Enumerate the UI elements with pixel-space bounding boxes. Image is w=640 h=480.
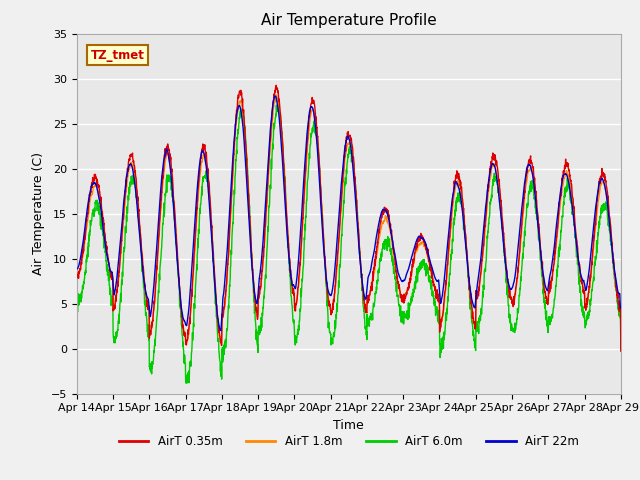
- X-axis label: Time: Time: [333, 419, 364, 432]
- Legend: AirT 0.35m, AirT 1.8m, AirT 6.0m, AirT 22m: AirT 0.35m, AirT 1.8m, AirT 6.0m, AirT 2…: [114, 430, 584, 453]
- Text: TZ_tmet: TZ_tmet: [90, 49, 144, 62]
- Title: Air Temperature Profile: Air Temperature Profile: [261, 13, 436, 28]
- Y-axis label: Air Temperature (C): Air Temperature (C): [32, 152, 45, 275]
